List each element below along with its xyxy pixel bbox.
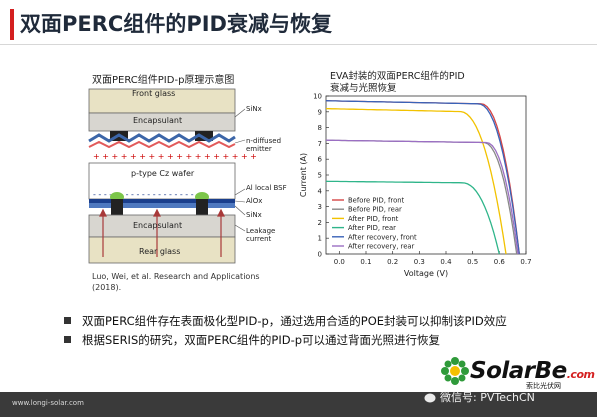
legend-label-2: After PID, front	[348, 215, 399, 223]
title-divider	[0, 44, 597, 45]
legend-label-4: After recovery, front	[348, 233, 417, 241]
al-bsf-annotation: Al local BSF	[246, 184, 287, 192]
alox-annotation: AlOx	[246, 197, 263, 205]
series-line-5	[325, 139, 519, 255]
x-tick-label: 0.5	[467, 258, 478, 266]
y-tick-label: 5	[318, 172, 322, 180]
alox-layer	[89, 199, 235, 203]
y-tick-label: 0	[318, 251, 322, 259]
legend-label-5: After recovery, rear	[348, 243, 415, 251]
y-tick-label: 8	[318, 124, 322, 132]
footer-url: www.longi-solar.com	[12, 399, 84, 407]
finger-top-2	[195, 131, 213, 141]
x-tick-label: 0.6	[494, 258, 506, 266]
bullet-item: 根据SERIS的研究，双面PERC组件的PID-p可以通过背面光照进行恢复	[64, 330, 507, 349]
chart-caption: EVA封装的双面PERC组件的PID衰减与光照恢复	[330, 71, 465, 94]
rear-glass-layer	[88, 236, 236, 264]
encapsulant-top-label: Encapsulant	[133, 116, 183, 125]
solarbe-logo: SolarBe.com	[470, 358, 595, 384]
series-line-4	[325, 100, 520, 255]
slide-title: 双面PERC组件的PID衰减与恢复	[20, 12, 332, 36]
footer-bar	[0, 392, 597, 417]
leakage-arrows	[99, 208, 225, 257]
pid-diagram: + + + + + + + + + + + + + + + + + + - - …	[88, 88, 257, 264]
y-tick-label: 9	[318, 108, 322, 116]
n-diffused-annotation: n-diffused emitter	[246, 137, 282, 153]
iv-chart: 0.0 0.1 0.2 0.3 0.4 0.5 0.6 0.7 0 1 2 3 4 5 6 7 8 9 10 Volt…	[299, 93, 532, 279]
encapsulant-bottom-label: Encapsulant	[133, 221, 183, 230]
x-tick-label: 0.3	[414, 258, 425, 266]
x-tick-label: 0.1	[360, 258, 371, 266]
plus-row: + + + + + + + + + + + + + + + + + +	[93, 152, 257, 161]
y-tick-label: 3	[318, 203, 322, 211]
reference-text: Luo, Wei, et al. Research and Applicatio…	[92, 272, 260, 292]
front-glass-layer	[88, 88, 236, 114]
diagram-caption: 双面PERC组件PID-p原理示意图	[92, 75, 235, 86]
logo-suffix-text: .com	[566, 368, 595, 381]
wechat-icon	[424, 393, 436, 403]
solarbe-flower-icon	[441, 357, 469, 385]
rear-glass-label: Rear glass	[139, 247, 181, 256]
y-tick-label: 10	[313, 93, 322, 101]
y-tick-label: 7	[318, 140, 322, 148]
wechat-id: 微信号: PVTechCN	[440, 391, 535, 404]
y-tick-label: 1	[318, 235, 322, 243]
y-axis-label: Current (A)	[299, 153, 308, 197]
sinx-top-annotation: SiNx	[246, 105, 262, 113]
minus-row: - - - - - - - - - - - - - - - - - - - -	[93, 190, 199, 199]
y-tick-label: 4	[318, 187, 323, 195]
sinx-bottom-annotation: SiNx	[246, 211, 262, 219]
series-line-3	[325, 180, 500, 255]
emitter-layer	[88, 140, 236, 149]
wafer-label: p-type Cz wafer	[131, 169, 195, 178]
logo-subtitle: 索比光伏网	[526, 382, 561, 390]
y-tick-label: 2	[318, 219, 322, 227]
leakage-annotation: Leakage current	[246, 227, 276, 243]
finger-bottom-1	[111, 199, 123, 215]
finger-bottom-2	[196, 199, 208, 215]
x-axis-label: Voltage (V)	[404, 269, 448, 278]
bullet-square-icon	[64, 336, 71, 343]
sinx-top-layer	[88, 133, 236, 143]
x-tick-label: 0.0	[334, 258, 345, 266]
logo-main-text: SolarBe	[470, 358, 567, 384]
title-accent-bar	[10, 9, 14, 40]
bullet-text: 根据SERIS的研究，双面PERC组件的PID-p可以通过背面光照进行恢复	[82, 332, 441, 347]
bullet-item: 双面PERC组件存在表面极化型PID-p，通过选用合适的POE封装可以抑制该PI…	[64, 311, 507, 330]
legend-label-3: After PID, rear	[348, 224, 396, 232]
legend-label-1: Before PID, rear	[348, 206, 402, 214]
encapsulant-top-layer	[88, 112, 236, 132]
y-tick-label: 6	[318, 156, 323, 164]
bullet-text: 双面PERC组件存在表面极化型PID-p，通过选用合适的POE封装可以抑制该PI…	[82, 313, 507, 328]
x-tick-label: 0.7	[520, 258, 531, 266]
x-tick-label: 0.4	[440, 258, 452, 266]
bullet-list: 双面PERC组件存在表面极化型PID-p，通过选用合适的POE封装可以抑制该PI…	[64, 311, 507, 349]
series-line-2	[325, 107, 507, 255]
x-tick-label: 0.2	[387, 258, 398, 266]
bullet-square-icon	[64, 317, 71, 324]
legend-label-0: Before PID, front	[348, 197, 405, 205]
front-glass-label: Front glass	[132, 89, 176, 98]
sinx-bottom-layer	[89, 203, 235, 208]
